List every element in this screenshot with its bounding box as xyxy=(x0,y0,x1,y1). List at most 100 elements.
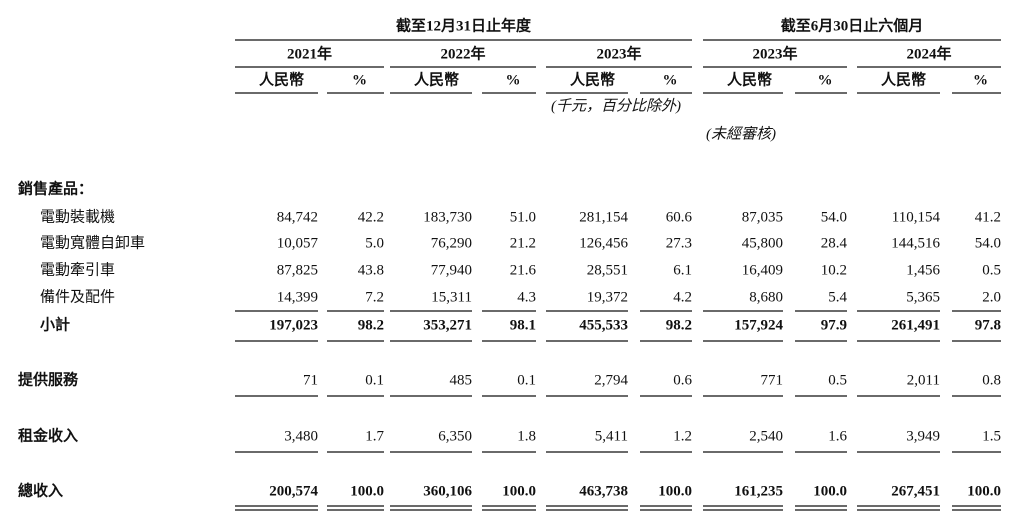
cell: 0.1 xyxy=(365,372,384,388)
cell: 0.5 xyxy=(982,262,1001,278)
cell: 5,365 xyxy=(906,289,940,305)
cell: 1.8 xyxy=(517,428,536,444)
cell: 87,035 xyxy=(742,209,783,225)
year-header: 2022年 xyxy=(440,44,485,62)
cell: 2.0 xyxy=(982,289,1001,305)
row-label: 備件及配件 xyxy=(40,288,115,305)
cell: 183,730 xyxy=(423,209,472,225)
cell: 360,106 xyxy=(423,483,472,499)
cell: 97.8 xyxy=(975,317,1001,333)
cell: 5.4 xyxy=(828,289,847,305)
row-label: 電動牽引車 xyxy=(40,260,115,278)
year-header: 2023年 xyxy=(596,44,641,62)
row-label: 提供服務 xyxy=(18,370,79,388)
cell: 110,154 xyxy=(892,209,941,225)
cell: 2,011 xyxy=(907,372,940,388)
cell: 51.0 xyxy=(510,209,536,225)
cell: 267,451 xyxy=(891,483,940,499)
cell: 485 xyxy=(450,372,473,388)
unit-note: (千元，百分比除外) xyxy=(551,97,681,114)
year-header: 2023年 xyxy=(752,44,797,62)
cell: 1.6 xyxy=(828,428,847,444)
year-header: 2021年 xyxy=(287,44,332,62)
cell: 100.0 xyxy=(967,483,1001,499)
sub-header: % xyxy=(663,72,678,88)
sub-header: 人民幣 xyxy=(881,70,926,88)
cell: 1.7 xyxy=(365,428,384,444)
row-label: 電動寬體自卸車 xyxy=(40,233,145,251)
sub-header: 人民幣 xyxy=(570,70,615,88)
cell: 15,311 xyxy=(431,289,472,305)
cell: 5,411 xyxy=(595,428,628,444)
cell: 4.2 xyxy=(673,289,692,305)
cell: 28,551 xyxy=(587,262,628,278)
cell: 771 xyxy=(761,372,784,388)
cell: 84,742 xyxy=(277,209,318,225)
cell: 98.1 xyxy=(510,317,536,333)
cell: 1.5 xyxy=(982,428,1001,444)
cell: 197,023 xyxy=(269,317,318,333)
row-label: 總收入 xyxy=(18,481,63,499)
cell: 28.4 xyxy=(821,235,848,251)
cell: 43.8 xyxy=(358,262,384,278)
cell: 76,290 xyxy=(431,235,472,251)
cell: 281,154 xyxy=(579,209,628,225)
group-header: 截至6月30日止六個月 xyxy=(781,16,924,34)
cell: 6.1 xyxy=(673,262,692,278)
cell: 21.6 xyxy=(510,262,537,278)
cell: 100.0 xyxy=(813,483,847,499)
cell: 98.2 xyxy=(666,317,692,333)
cell: 126,456 xyxy=(579,235,628,251)
sub-header: % xyxy=(506,72,521,88)
sub-header: 人民幣 xyxy=(414,70,459,88)
row-label: 租金收入 xyxy=(18,426,78,444)
cell: 2,794 xyxy=(594,372,628,388)
cell: 455,533 xyxy=(579,317,628,333)
row-label: 電動裝載機 xyxy=(40,208,115,225)
cell: 1,456 xyxy=(906,262,940,278)
group-header: 截至12月31日止年度 xyxy=(396,16,532,34)
cell: 10,057 xyxy=(277,235,319,251)
cell: 54.0 xyxy=(975,235,1001,251)
sub-header: % xyxy=(973,72,988,88)
cell: 100.0 xyxy=(658,483,692,499)
sub-header: 人民幣 xyxy=(259,70,304,88)
cell: 98.2 xyxy=(358,317,384,333)
cell: 100.0 xyxy=(502,483,536,499)
cell: 27.3 xyxy=(666,235,692,251)
year-header: 2024年 xyxy=(906,44,951,62)
cell: 41.2 xyxy=(975,209,1001,225)
cell: 71 xyxy=(303,372,318,388)
cell: 97.9 xyxy=(821,317,847,333)
cell: 54.0 xyxy=(821,209,847,225)
cell: 3,949 xyxy=(906,428,940,444)
sub-header: % xyxy=(352,72,367,88)
cell: 6,350 xyxy=(438,428,472,444)
cell: 1.2 xyxy=(673,428,692,444)
cell: 14,399 xyxy=(277,289,318,305)
sub-header: 人民幣 xyxy=(727,70,772,88)
cell: 87,825 xyxy=(277,262,318,278)
cell: 4.3 xyxy=(517,289,536,305)
cell: 19,372 xyxy=(587,289,628,305)
cell: 261,491 xyxy=(891,317,940,333)
cell: 16,409 xyxy=(742,262,783,278)
cell: 161,235 xyxy=(734,483,783,499)
cell: 10.2 xyxy=(821,262,847,278)
cell: 157,924 xyxy=(734,317,783,333)
cell: 2,540 xyxy=(749,428,783,444)
cell: 0.8 xyxy=(982,372,1001,388)
cell: 0.1 xyxy=(517,372,536,388)
cell: 7.2 xyxy=(365,289,384,305)
audit-note: (未經審核) xyxy=(706,125,776,142)
cell: 42.2 xyxy=(358,209,384,225)
sub-header: % xyxy=(818,72,833,88)
cell: 200,574 xyxy=(269,483,318,499)
cell: 45,800 xyxy=(742,235,783,251)
cell: 21.2 xyxy=(510,235,536,251)
cell: 3,480 xyxy=(284,428,318,444)
cell: 8,680 xyxy=(749,289,783,305)
cell: 463,738 xyxy=(579,483,628,499)
row-label: 銷售產品： xyxy=(18,179,93,197)
